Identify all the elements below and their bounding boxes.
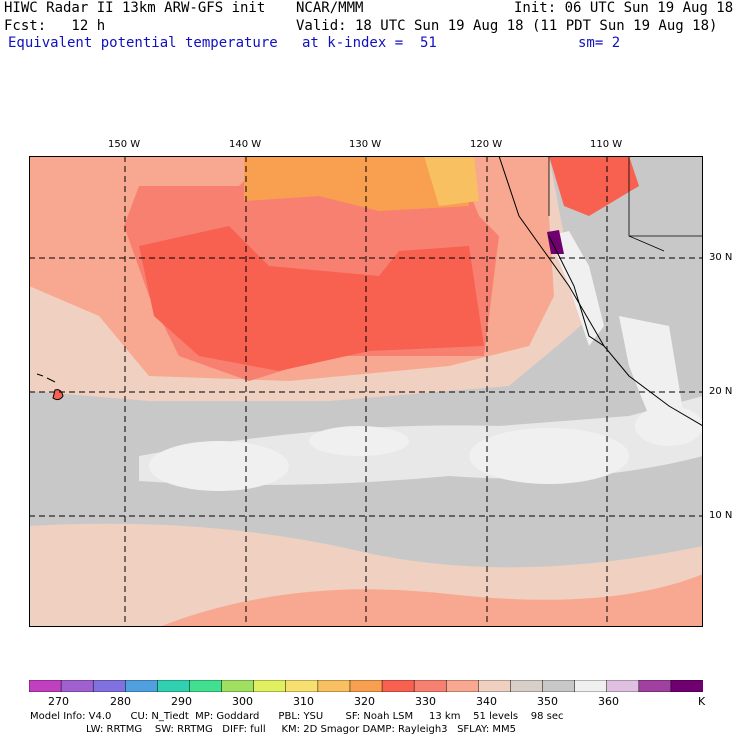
cb-label-280: 280 <box>110 695 131 708</box>
coastline <box>498 156 703 427</box>
cb-label-330: 330 <box>415 695 436 708</box>
borders <box>548 156 703 252</box>
theta-e-map <box>29 156 703 627</box>
red-core <box>139 226 484 371</box>
colorbar-swatch <box>445 680 480 692</box>
cb-label-300: 300 <box>232 695 253 708</box>
baja-coast <box>548 235 605 347</box>
map-frame <box>29 156 703 627</box>
hawaii-islands <box>36 373 64 401</box>
cb-label-360: 360 <box>598 695 619 708</box>
lat-label-10n: 10 N <box>709 510 733 521</box>
white-patch-mid <box>309 426 409 456</box>
lat-label-30n: 30 N <box>709 252 733 263</box>
white-patch-east <box>469 428 629 484</box>
colorbar-swatch <box>60 680 94 692</box>
colorbar-swatch <box>189 680 223 692</box>
yellow-patch <box>424 156 479 206</box>
init-time: Init: 06 UTC Sun 19 Aug 18 <box>514 0 734 16</box>
purple-max <box>547 230 564 254</box>
colorbar-swatch <box>285 680 319 692</box>
colorbar-swatch <box>221 680 255 692</box>
cb-label-unit: K <box>698 695 706 708</box>
smoothing: sm= 2 <box>578 35 621 51</box>
forecast-hour: Fcst: 12 h <box>4 18 106 34</box>
colorbar-swatch <box>125 680 159 692</box>
lon-label-140w: 140 W <box>229 139 262 150</box>
cb-label-320: 320 <box>354 695 375 708</box>
field-name: Equivalent potential temperature <box>8 35 278 51</box>
colorbar-swatch <box>574 680 608 692</box>
white-patch-far-east <box>635 406 703 446</box>
cb-label-350: 350 <box>537 695 558 708</box>
colorbar-swatch <box>29 680 62 692</box>
level-index: at k-index = 51 <box>302 35 437 51</box>
lon-label-120w: 120 W <box>470 139 503 150</box>
colorbar-swatch <box>381 680 415 692</box>
valid-time: Valid: 18 UTC Sun 19 Aug 18 (11 PDT Sun … <box>296 18 718 34</box>
colorbar <box>29 680 703 692</box>
white-patch-west <box>149 441 289 491</box>
orange-top-band <box>244 156 469 211</box>
colorbar-swatch <box>349 680 383 692</box>
organization: NCAR/MMM <box>296 0 364 16</box>
cb-label-270: 270 <box>48 695 69 708</box>
lon-label-110w: 110 W <box>590 139 623 150</box>
lon-label-150w: 150 W <box>108 139 141 150</box>
graticule <box>29 156 703 627</box>
colorbar-swatch <box>542 680 576 692</box>
colorbar-swatch <box>253 680 287 692</box>
colorbar-swatch <box>92 680 127 692</box>
lon-label-130w: 130 W <box>349 139 382 150</box>
model-info-line1: Model Info: V4.0 CU: N_Tiedt MP: Goddard… <box>30 711 564 722</box>
lat-label-20n: 20 N <box>709 386 733 397</box>
model-info-line2: LW: RRTMG SW: RRTMG DIFF: full KM: 2D Sm… <box>86 724 516 735</box>
colorbar-swatch <box>157 680 191 692</box>
colorbar-swatch <box>606 680 640 692</box>
cb-label-290: 290 <box>171 695 192 708</box>
land-warm <box>549 156 639 216</box>
colorbar-swatch <box>413 680 447 692</box>
colorbar-swatch <box>638 680 672 692</box>
colorbar-swatch <box>317 680 351 692</box>
colorbar-swatch <box>478 680 512 692</box>
model-title: HIWC Radar II 13km ARW-GFS init <box>4 0 266 16</box>
salmon-band-south <box>159 574 703 627</box>
cb-label-340: 340 <box>476 695 497 708</box>
colorbar-swatch <box>670 680 703 692</box>
cb-label-310: 310 <box>293 695 314 708</box>
colorbar-swatch <box>510 680 544 692</box>
mexico-white <box>619 316 684 416</box>
baja-white <box>549 231 604 346</box>
